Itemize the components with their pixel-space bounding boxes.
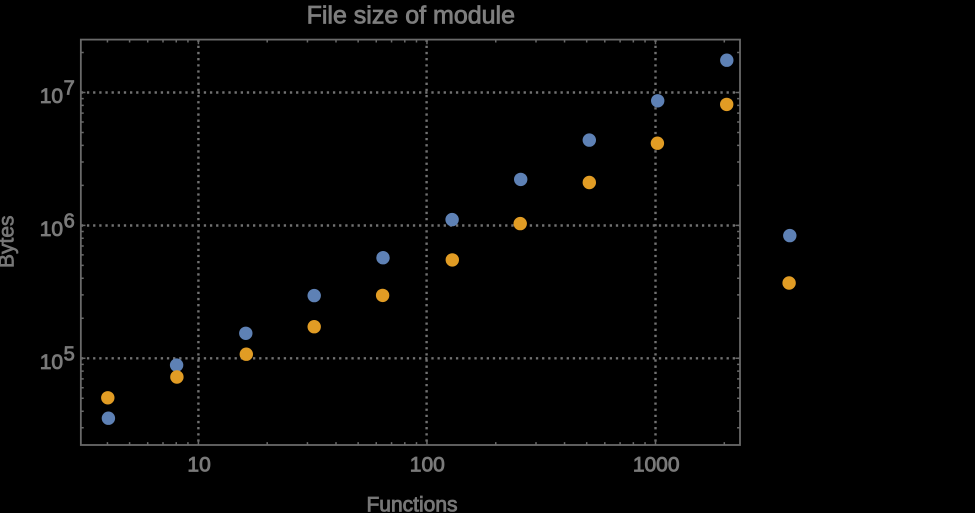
svg-text:File size of module: File size of module <box>307 2 515 30</box>
svg-text:100: 100 <box>410 454 445 477</box>
svg-text:10: 10 <box>40 218 63 241</box>
svg-text:Bytes: Bytes <box>0 215 19 268</box>
svg-text:1000: 1000 <box>633 454 680 477</box>
svg-text:5: 5 <box>64 344 75 366</box>
svg-text:10: 10 <box>40 351 63 374</box>
svg-text:10: 10 <box>187 454 210 477</box>
svg-text:10: 10 <box>40 85 63 108</box>
svg-text:7: 7 <box>64 78 75 100</box>
svg-text:6: 6 <box>64 211 75 233</box>
svg-text:Functions: Functions <box>366 493 457 513</box>
